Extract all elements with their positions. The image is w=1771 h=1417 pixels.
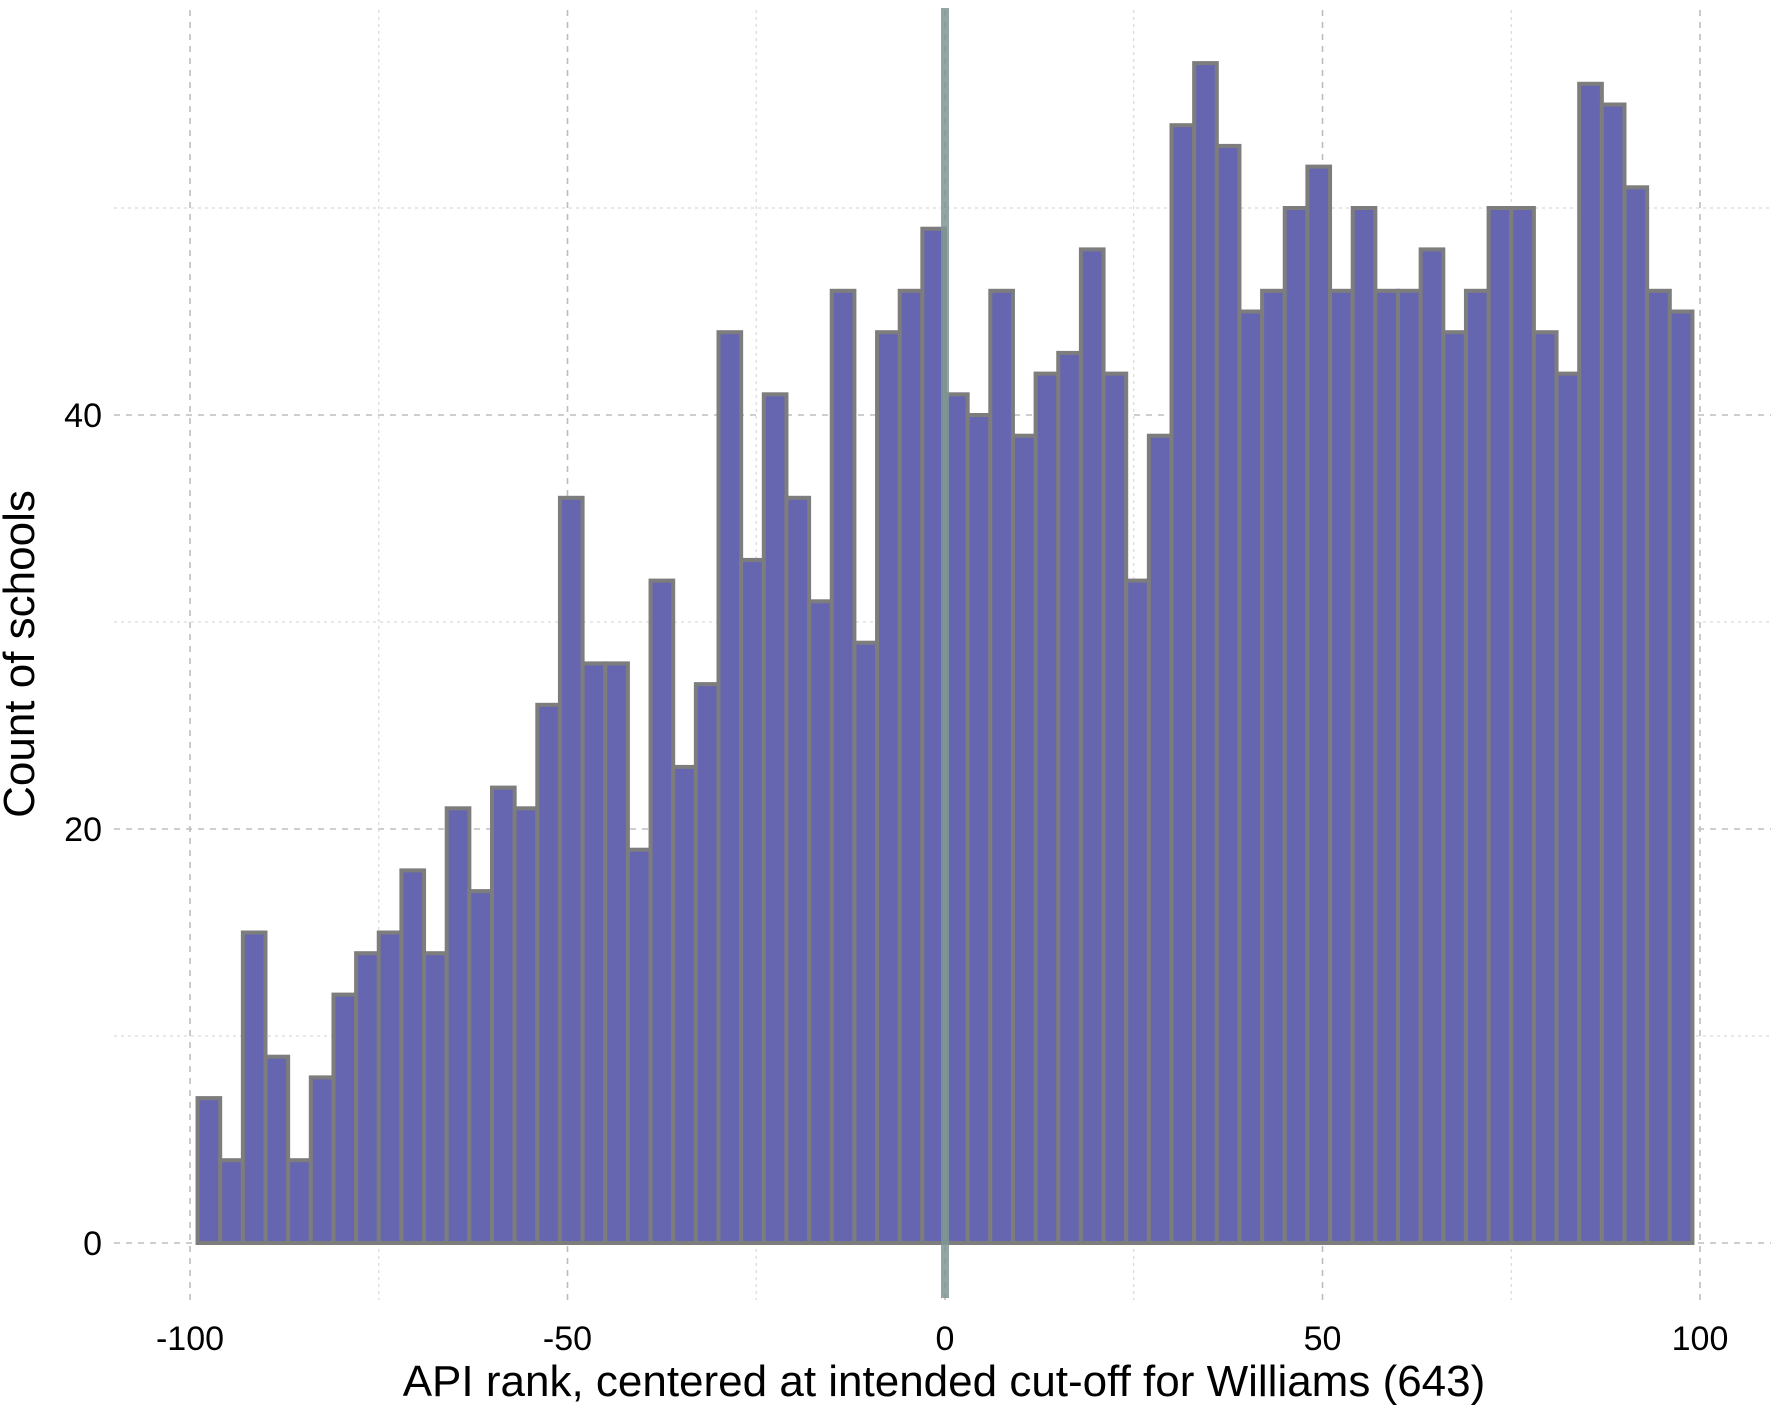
- histogram-bar: [1396, 288, 1423, 1245]
- histogram-bar: [807, 599, 834, 1245]
- histogram-bar: [897, 288, 925, 1245]
- histogram-bar: [1441, 330, 1468, 1245]
- histogram-bar: [535, 702, 562, 1245]
- histogram-bar: [1622, 185, 1650, 1245]
- histogram-bar: [308, 1075, 336, 1246]
- histogram-bar: [195, 1096, 223, 1245]
- x-tick-label: -100: [156, 1320, 224, 1358]
- histogram-bar: [1328, 288, 1355, 1245]
- histogram-bar: [444, 806, 472, 1245]
- histogram-bar: [286, 1158, 313, 1245]
- histogram-bar: [1169, 123, 1197, 1246]
- x-tick-label: 0: [936, 1320, 955, 1358]
- histogram-bar: [1305, 164, 1333, 1246]
- histogram-bar: [1056, 350, 1083, 1245]
- histogram-bar: [399, 868, 427, 1246]
- histogram-bar: [580, 661, 608, 1245]
- histogram-bar: [603, 661, 630, 1245]
- y-tick-label: 40: [64, 397, 102, 435]
- histogram-bar: [625, 847, 653, 1245]
- y-tick-label: 0: [83, 1225, 102, 1263]
- histogram-bar: [693, 682, 721, 1245]
- histogram-bar: [1463, 288, 1491, 1245]
- histogram-bar: [761, 392, 789, 1245]
- histogram-bar: [1033, 371, 1061, 1246]
- y-axis-title: Count of schools: [0, 490, 44, 818]
- histogram-bar: [1667, 309, 1695, 1245]
- histogram-bar: [1124, 578, 1151, 1245]
- histogram-bar: [1282, 206, 1310, 1245]
- histogram-bar: [1214, 143, 1242, 1245]
- x-tick-label: -50: [543, 1320, 592, 1358]
- histogram-bar: [739, 557, 766, 1245]
- histogram-bar: [784, 495, 812, 1245]
- histogram-bar: [1373, 288, 1400, 1245]
- histogram-bar: [376, 930, 404, 1245]
- histogram-bar: [1645, 288, 1672, 1245]
- histogram-bar: [1350, 206, 1378, 1245]
- histogram-bar: [1577, 81, 1604, 1245]
- histogram-bar: [422, 951, 449, 1245]
- histogram-bar: [852, 640, 880, 1245]
- histogram-bar: [354, 951, 381, 1245]
- histogram-bar: [875, 330, 902, 1245]
- histogram-bar: [1260, 288, 1287, 1245]
- histogram-bar: [557, 495, 585, 1245]
- x-axis-title: API rank, centered at intended cut-off f…: [403, 1357, 1486, 1406]
- histogram-bar: [1531, 330, 1559, 1245]
- histogram-bar: [716, 330, 744, 1245]
- histogram-bars: [195, 61, 1695, 1246]
- histogram-bar: [263, 1054, 291, 1245]
- x-tick-label: 100: [1672, 1320, 1729, 1358]
- histogram-bar: [1599, 102, 1627, 1245]
- histogram-bar: [1146, 433, 1174, 1245]
- histogram-bar: [988, 288, 1015, 1245]
- histogram-bar: [240, 930, 268, 1245]
- histogram-bar: [331, 992, 359, 1245]
- histogram-bar: [1237, 309, 1265, 1245]
- y-tick-label: 20: [64, 811, 102, 849]
- histogram-bar: [1192, 61, 1219, 1246]
- histogram-bar: [512, 806, 540, 1245]
- histogram-bar: [648, 578, 676, 1245]
- histogram-bar: [1418, 247, 1446, 1245]
- histogram-bar: [1010, 433, 1038, 1245]
- histogram-bar: [1554, 371, 1582, 1246]
- histogram-bar: [829, 288, 857, 1245]
- x-tick-label: 50: [1304, 1320, 1342, 1358]
- histogram-bar: [965, 413, 993, 1245]
- histogram-bar: [467, 889, 495, 1245]
- histogram-bar: [490, 785, 517, 1245]
- tick-labels: -100 -50 0 50 100 0 20 40: [64, 397, 1728, 1358]
- histogram-bar: [671, 764, 698, 1246]
- histogram-bar: [218, 1158, 245, 1245]
- histogram-bar: [1078, 247, 1106, 1245]
- histogram-bar: [1486, 206, 1514, 1245]
- histogram-bar: [1509, 206, 1536, 1245]
- histogram-bar: [1101, 371, 1129, 1246]
